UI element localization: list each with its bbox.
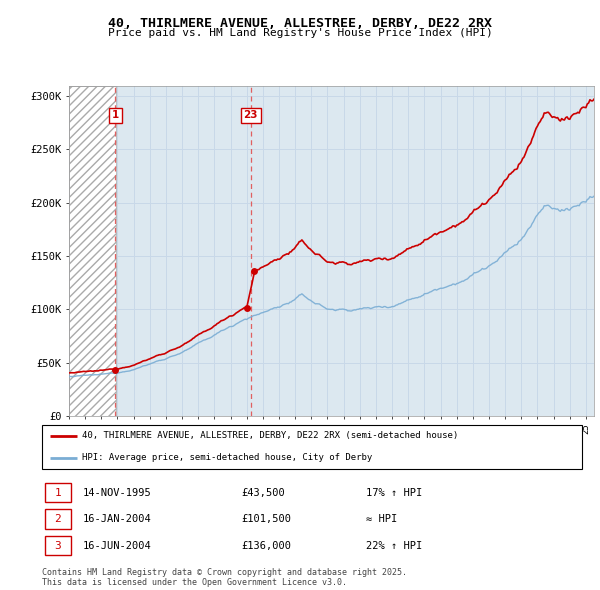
Text: 1: 1 xyxy=(112,110,119,120)
Text: 17% ↑ HPI: 17% ↑ HPI xyxy=(366,488,422,497)
Text: 40, THIRLMERE AVENUE, ALLESTREE, DERBY, DE22 2RX (semi-detached house): 40, THIRLMERE AVENUE, ALLESTREE, DERBY, … xyxy=(83,431,459,440)
Text: £101,500: £101,500 xyxy=(242,514,292,524)
Text: HPI: Average price, semi-detached house, City of Derby: HPI: Average price, semi-detached house,… xyxy=(83,454,373,463)
Text: 16-JAN-2004: 16-JAN-2004 xyxy=(83,514,151,524)
Text: Price paid vs. HM Land Registry's House Price Index (HPI): Price paid vs. HM Land Registry's House … xyxy=(107,28,493,38)
Text: Contains HM Land Registry data © Crown copyright and database right 2025.
This d: Contains HM Land Registry data © Crown c… xyxy=(42,568,407,587)
Text: £43,500: £43,500 xyxy=(242,488,286,497)
Text: 14-NOV-1995: 14-NOV-1995 xyxy=(83,488,151,497)
Bar xyxy=(69,86,116,416)
Text: £136,000: £136,000 xyxy=(242,541,292,550)
Text: 16-JUN-2004: 16-JUN-2004 xyxy=(83,541,151,550)
Text: 23: 23 xyxy=(244,110,258,120)
FancyBboxPatch shape xyxy=(42,425,582,469)
FancyBboxPatch shape xyxy=(45,510,71,529)
Point xyxy=(242,303,252,313)
Text: ≈ HPI: ≈ HPI xyxy=(366,514,397,524)
FancyBboxPatch shape xyxy=(45,483,71,502)
Point xyxy=(250,266,259,276)
Text: 2: 2 xyxy=(54,514,61,524)
Text: 3: 3 xyxy=(54,541,61,550)
FancyBboxPatch shape xyxy=(45,536,71,556)
Text: 22% ↑ HPI: 22% ↑ HPI xyxy=(366,541,422,550)
Point xyxy=(110,365,120,374)
Text: 1: 1 xyxy=(54,488,61,497)
Text: 40, THIRLMERE AVENUE, ALLESTREE, DERBY, DE22 2RX: 40, THIRLMERE AVENUE, ALLESTREE, DERBY, … xyxy=(108,17,492,30)
